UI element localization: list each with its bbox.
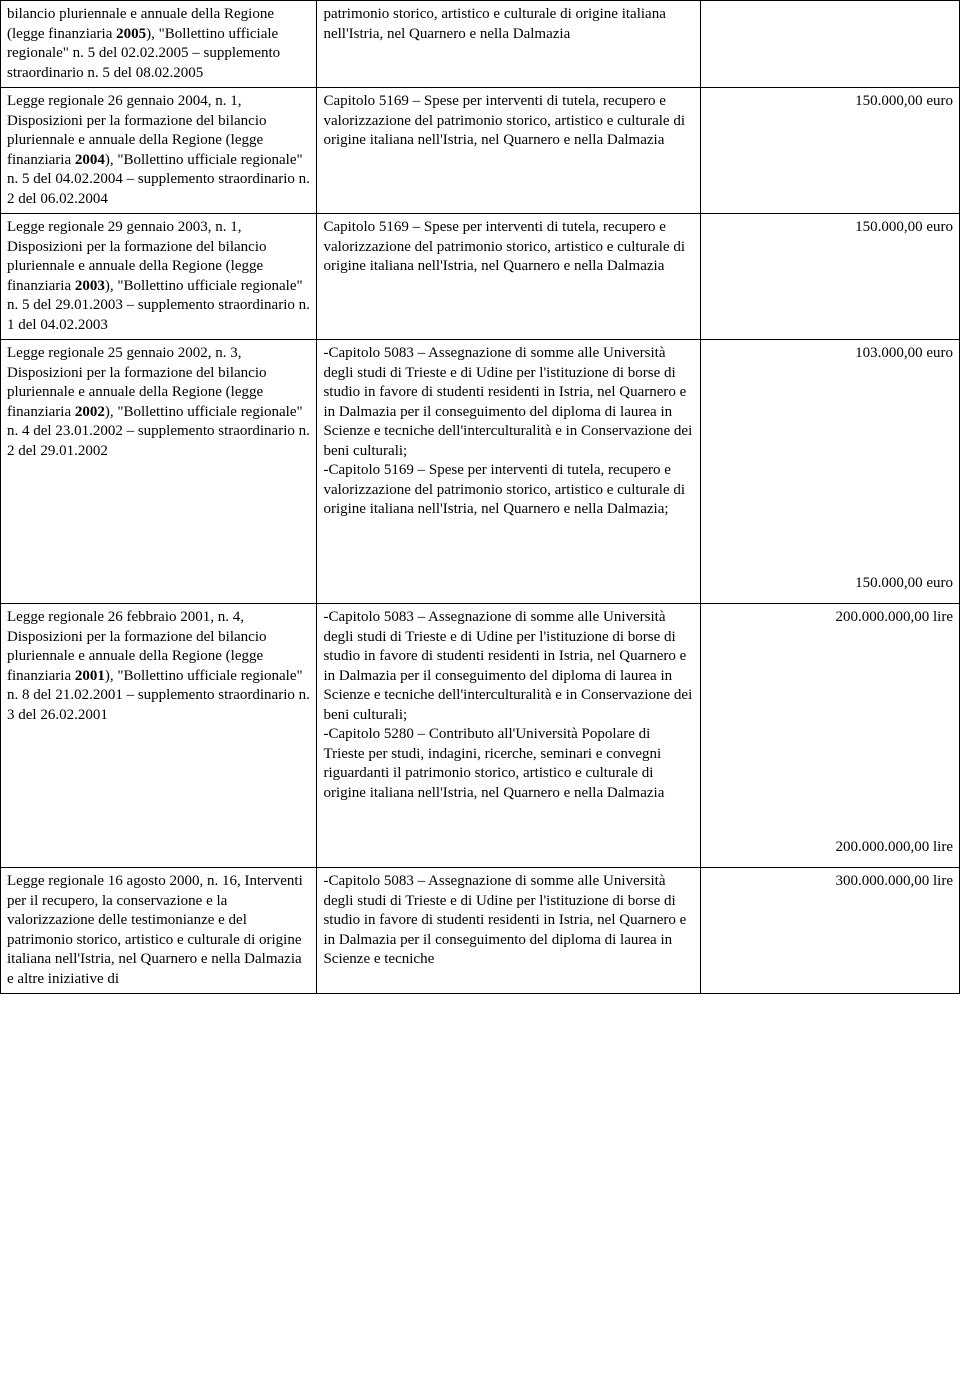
table-row: Legge regionale 29 gennaio 2003, n. 1, D… <box>1 214 960 340</box>
table-row: Legge regionale 16 agosto 2000, n. 16, I… <box>1 868 960 994</box>
table-row: bilancio pluriennale e annuale della Reg… <box>1 1 960 88</box>
amount-cell: 300.000.000,00 lire <box>701 868 960 994</box>
amount-value: 150.000,00 euro <box>707 92 953 112</box>
amount-value <box>707 421 953 441</box>
amount-value <box>707 812 953 832</box>
chapter-description-cell: Capitolo 5169 – Spese per interventi di … <box>317 214 701 340</box>
chapter-description-cell: patrimonio storico, artistico e cultural… <box>317 1 701 88</box>
table-row: Legge regionale 26 gennaio 2004, n. 1, D… <box>1 88 960 214</box>
chapter-description-cell: -Capitolo 5083 – Assegnazione di somme a… <box>317 604 701 868</box>
amount-value <box>707 497 953 517</box>
finance-table: bilancio pluriennale e annuale della Reg… <box>0 0 960 994</box>
amount-value <box>707 395 953 415</box>
law-reference-cell: bilancio pluriennale e annuale della Reg… <box>1 1 317 88</box>
amount-value: 103.000,00 euro <box>707 344 953 364</box>
amount-value <box>707 370 953 390</box>
table-row: Legge regionale 26 febbraio 2001, n. 4, … <box>1 604 960 868</box>
amount-value: 150.000,00 euro <box>707 218 953 238</box>
law-reference-cell: Legge regionale 29 gennaio 2003, n. 1, D… <box>1 214 317 340</box>
chapter-description-cell: -Capitolo 5083 – Assegnazione di somme a… <box>317 868 701 994</box>
amount-value <box>707 523 953 543</box>
amount-cell: 150.000,00 euro <box>701 88 960 214</box>
law-reference-cell: Legge regionale 26 febbraio 2001, n. 4, … <box>1 604 317 868</box>
law-reference-cell: Legge regionale 25 gennaio 2002, n. 3, D… <box>1 340 317 604</box>
amount-value: 200.000.000,00 lire <box>707 838 953 858</box>
amount-value <box>707 548 953 568</box>
amount-value <box>707 761 953 781</box>
amount-value: 200.000.000,00 lire <box>707 608 953 628</box>
amount-value: 300.000.000,00 lire <box>707 872 953 892</box>
amount-value <box>707 659 953 679</box>
table-row: Legge regionale 25 gennaio 2002, n. 3, D… <box>1 340 960 604</box>
law-reference-cell: Legge regionale 26 gennaio 2004, n. 1, D… <box>1 88 317 214</box>
law-reference-cell: Legge regionale 16 agosto 2000, n. 16, I… <box>1 868 317 994</box>
amount-value: 150.000,00 euro <box>707 574 953 594</box>
amount-cell: 103.000,00 euro 150.000,00 euro <box>701 340 960 604</box>
amount-value <box>707 685 953 705</box>
amount-cell <box>701 1 960 88</box>
chapter-description-cell: -Capitolo 5083 – Assegnazione di somme a… <box>317 340 701 604</box>
amount-value <box>707 446 953 466</box>
amount-cell: 150.000,00 euro <box>701 214 960 340</box>
amount-cell: 200.000.000,00 lire 200.000.000,00 lire <box>701 604 960 868</box>
amount-value <box>707 787 953 807</box>
amount-value <box>707 634 953 654</box>
amount-value <box>707 736 953 756</box>
amount-value <box>707 710 953 730</box>
amount-value <box>707 472 953 492</box>
chapter-description-cell: Capitolo 5169 – Spese per interventi di … <box>317 88 701 214</box>
